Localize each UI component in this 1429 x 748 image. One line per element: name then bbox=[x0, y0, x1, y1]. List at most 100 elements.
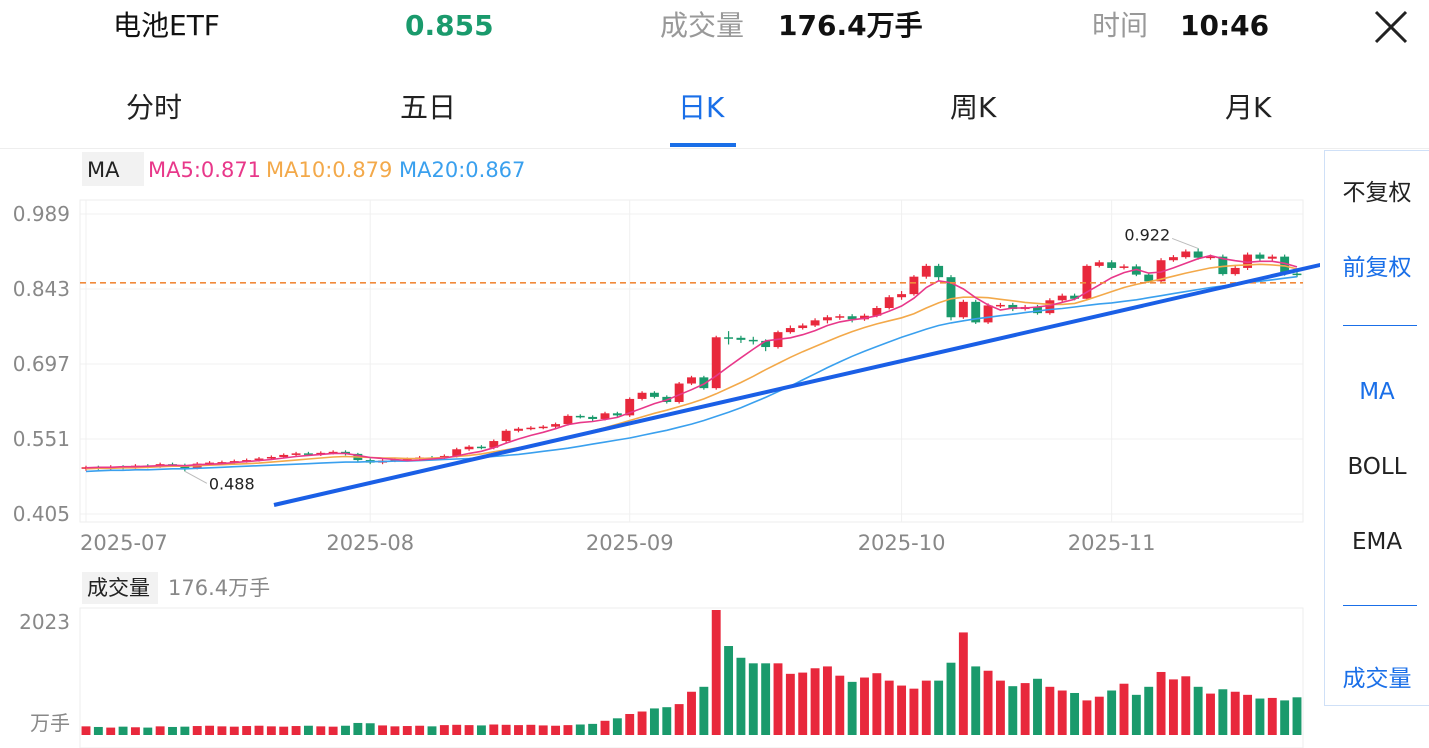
volume-bar bbox=[168, 726, 177, 735]
tab-intraday[interactable]: 分时 bbox=[126, 91, 183, 124]
active-tab-indicator bbox=[670, 143, 736, 147]
candle-body bbox=[1255, 254, 1265, 259]
period-tabs: 分时 五日 日K 周K 月K bbox=[0, 62, 1429, 149]
side-menu: 不复权 前复权 MA BOLL EMA 成交量 bbox=[1324, 150, 1429, 706]
volume-bar bbox=[353, 722, 363, 735]
volume-bar bbox=[785, 673, 795, 735]
volume-bar bbox=[501, 724, 511, 735]
candle-body bbox=[1144, 274, 1154, 282]
low-annotation: 0.488 bbox=[209, 474, 255, 493]
candle-body bbox=[637, 392, 647, 399]
volume-bars bbox=[81, 610, 1302, 735]
volume-bar bbox=[575, 724, 585, 735]
volume-bar bbox=[439, 725, 449, 735]
ma5-legend: MA5:0.871 bbox=[148, 158, 261, 182]
candle-body bbox=[205, 462, 215, 465]
volume-bar bbox=[798, 672, 808, 735]
candle-body bbox=[748, 339, 758, 342]
candle-body bbox=[1181, 251, 1191, 258]
trendline-drawing[interactable] bbox=[273, 240, 1320, 507]
candle-body bbox=[983, 305, 993, 323]
volume-bar bbox=[761, 663, 771, 735]
candle-body bbox=[884, 297, 894, 309]
volume-bar bbox=[1218, 689, 1228, 735]
tab-monthly-k[interactable]: 月K bbox=[1225, 91, 1272, 124]
volume-bar bbox=[1131, 694, 1141, 735]
volume-bar bbox=[365, 723, 375, 735]
volume-bar bbox=[1020, 683, 1030, 735]
candle-body bbox=[1008, 304, 1018, 310]
price-plot-area bbox=[79, 199, 1304, 523]
ma20-legend: MA20:0.867 bbox=[399, 158, 525, 182]
volume-bar bbox=[180, 726, 190, 735]
volume-bar bbox=[810, 668, 820, 735]
volume-bar bbox=[341, 725, 350, 735]
volume-bar bbox=[1008, 686, 1018, 735]
last-price: 0.855 bbox=[405, 9, 494, 42]
candle-body bbox=[761, 340, 771, 348]
volume-bar bbox=[130, 727, 140, 735]
candle-body bbox=[835, 316, 845, 318]
candle-body bbox=[526, 427, 536, 430]
volume-bar bbox=[773, 663, 783, 735]
candle-body bbox=[625, 398, 635, 416]
tab-five-day[interactable]: 五日 bbox=[400, 91, 457, 124]
candle-body bbox=[822, 317, 832, 321]
candle-body bbox=[588, 416, 598, 419]
x-tick-label: 2025-10 bbox=[858, 531, 946, 555]
quote-header: 电池ETF 0.855 成交量 176.4万手 时间 10:46 bbox=[0, 0, 1429, 55]
volume-bar bbox=[538, 725, 548, 735]
volume-bar bbox=[909, 688, 919, 735]
indicator-ema-option[interactable]: EMA bbox=[1351, 529, 1403, 555]
volume-bar bbox=[1280, 700, 1290, 735]
volume-bar bbox=[897, 685, 907, 735]
volume-bar bbox=[415, 725, 425, 735]
candle-body bbox=[1057, 295, 1067, 301]
tab-weekly-k[interactable]: 周K bbox=[950, 91, 997, 124]
volume-bar bbox=[1144, 686, 1154, 735]
volume-unit-label: 万手 bbox=[30, 711, 70, 735]
volume-bar bbox=[588, 723, 598, 735]
volume-bar bbox=[625, 713, 635, 735]
candle-body bbox=[1094, 262, 1104, 266]
tab-daily-k[interactable]: 日K bbox=[678, 91, 725, 124]
volume-bar bbox=[266, 726, 276, 735]
candle-body bbox=[687, 377, 696, 384]
y-tick-label: 0.843 bbox=[13, 277, 70, 301]
volume-bar bbox=[822, 666, 832, 735]
volume-bar bbox=[674, 704, 684, 735]
candle-body bbox=[1156, 260, 1166, 282]
candle-body bbox=[1033, 306, 1042, 314]
indicator-ma-option[interactable]: MA bbox=[1359, 379, 1395, 405]
volume-bar bbox=[1082, 700, 1092, 735]
close-icon[interactable] bbox=[1372, 8, 1410, 46]
volume-option[interactable]: 成交量 bbox=[1342, 666, 1412, 692]
adjust-none-option[interactable]: 不复权 bbox=[1342, 180, 1412, 206]
indicator-boll-option[interactable]: BOLL bbox=[1347, 454, 1407, 480]
volume-bar bbox=[1156, 671, 1166, 735]
volume-bar bbox=[600, 720, 610, 735]
volume-bar bbox=[291, 726, 301, 735]
volume-bar bbox=[118, 726, 128, 735]
volume-bar bbox=[612, 718, 622, 735]
candle-body bbox=[303, 453, 313, 455]
volume-bar bbox=[1094, 696, 1104, 735]
adjust-forward-option[interactable]: 前复权 bbox=[1342, 255, 1412, 281]
volume-bar bbox=[514, 725, 523, 735]
candle-body bbox=[934, 265, 944, 278]
volume-bar bbox=[687, 691, 696, 735]
volume-bar bbox=[242, 726, 252, 735]
ma10-line bbox=[85, 263, 1298, 470]
indicator-name: MA bbox=[87, 158, 120, 182]
y-tick-label: 0.989 bbox=[13, 202, 70, 226]
volume-bar bbox=[1193, 686, 1203, 735]
candle-body bbox=[785, 328, 795, 333]
security-name: 电池ETF bbox=[113, 9, 220, 42]
candle-body bbox=[1243, 254, 1253, 268]
candle-body bbox=[538, 426, 548, 429]
kline-chart[interactable]: MA MA5:0.871 MA10:0.879 MA20:0.867 0.989… bbox=[0, 148, 1320, 748]
candle-body bbox=[847, 316, 857, 320]
candle-body bbox=[1168, 257, 1178, 261]
candle-body bbox=[724, 337, 734, 339]
candle-body bbox=[402, 459, 412, 461]
